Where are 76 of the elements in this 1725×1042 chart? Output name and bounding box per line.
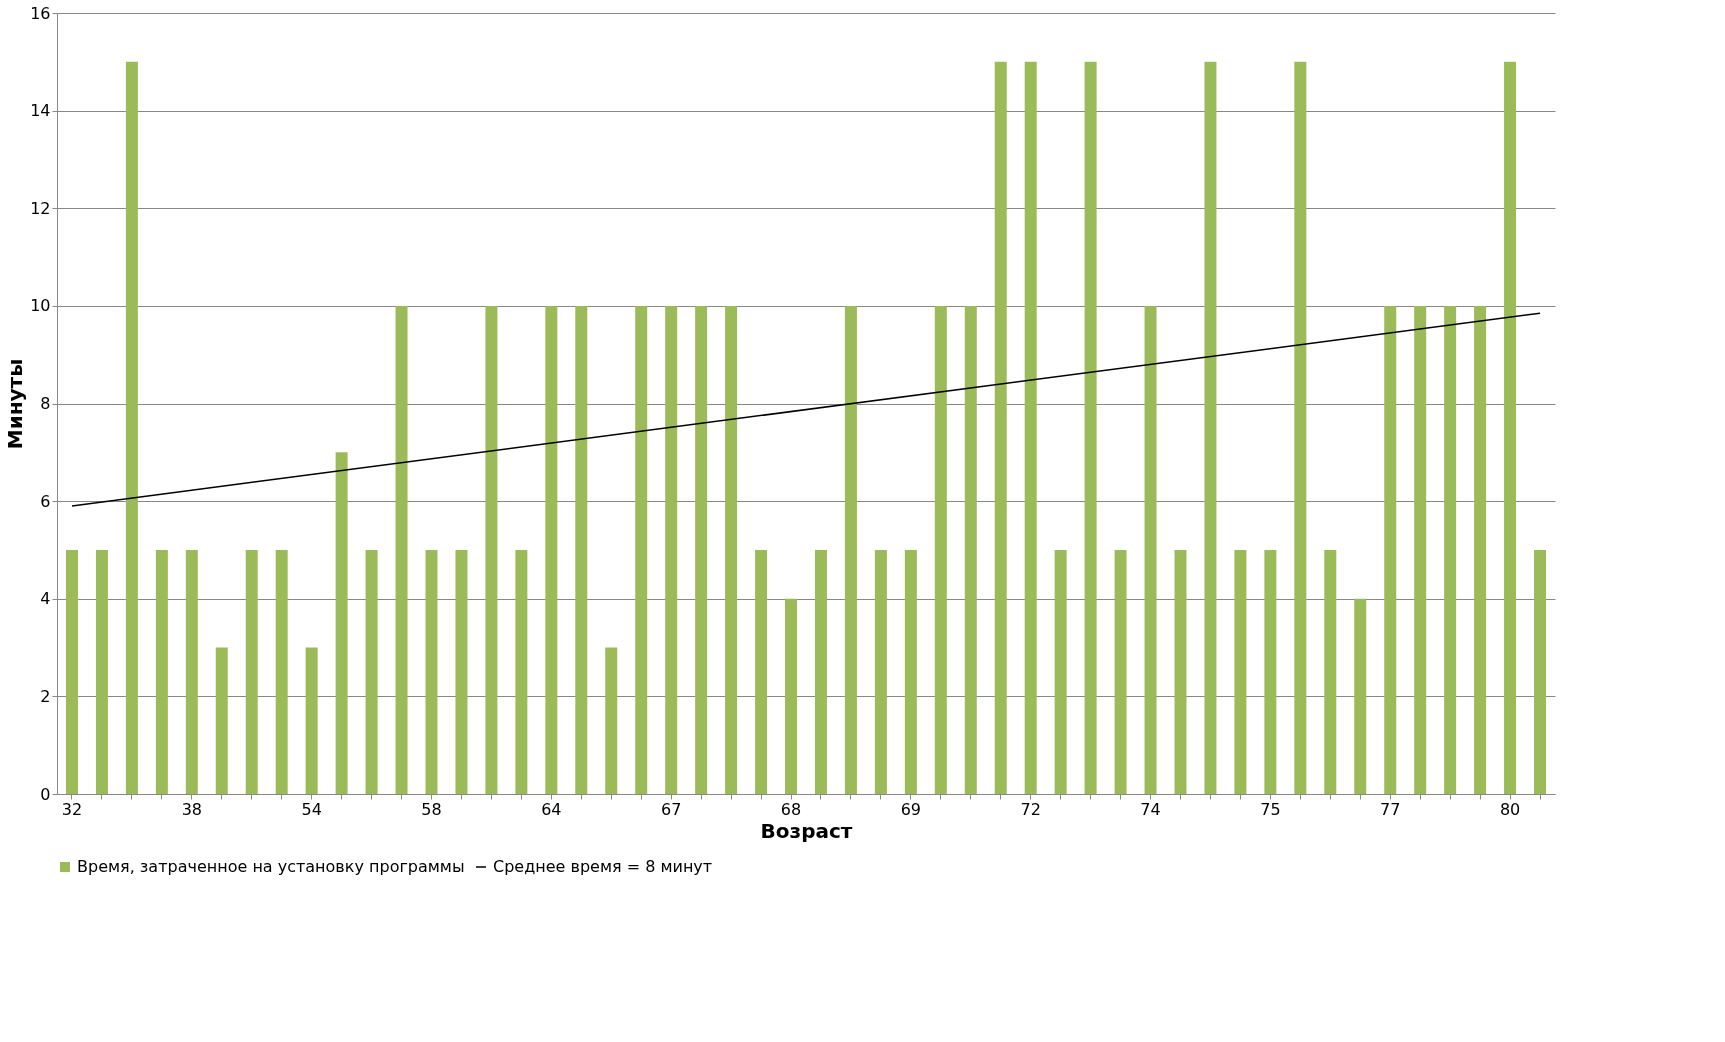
bar xyxy=(1264,549,1277,794)
bar xyxy=(1174,549,1187,794)
bar xyxy=(545,305,558,794)
bar xyxy=(185,549,198,794)
bar xyxy=(725,305,738,794)
bar xyxy=(95,549,108,794)
legend-label: Время, затраченное на установку программы xyxy=(77,857,465,876)
x-tick-label: 68 xyxy=(780,799,802,819)
y-axis-title: Минуты xyxy=(3,358,28,450)
bar xyxy=(695,305,708,794)
x-tick-label: 74 xyxy=(1140,799,1161,819)
bar xyxy=(665,305,678,794)
bar xyxy=(1234,549,1247,794)
bar xyxy=(335,452,348,794)
bar xyxy=(215,647,228,794)
bar xyxy=(275,549,288,794)
x-tick-label: 75 xyxy=(1260,799,1281,819)
bar xyxy=(305,647,318,794)
legend-label: Среднее время = 8 минут xyxy=(493,857,713,876)
bar xyxy=(785,598,798,794)
bar xyxy=(904,549,917,794)
bar xyxy=(65,549,78,794)
y-tick-label: 16 xyxy=(30,3,51,23)
y-tick-label: 4 xyxy=(40,589,51,609)
bar xyxy=(1444,305,1457,794)
bar xyxy=(1054,549,1067,794)
bar xyxy=(155,549,168,794)
y-tick-label: 12 xyxy=(30,198,51,218)
y-tick-label: 14 xyxy=(30,101,51,121)
bar xyxy=(485,305,498,794)
bar xyxy=(1144,305,1157,794)
bar xyxy=(605,647,618,794)
bar xyxy=(1084,61,1097,794)
bar xyxy=(1294,61,1307,794)
bar xyxy=(1204,61,1217,794)
bar xyxy=(1024,61,1037,794)
x-tick-label: 69 xyxy=(900,799,922,819)
bar xyxy=(515,549,528,794)
x-axis-title: Возраст xyxy=(760,818,853,843)
x-tick-label: 64 xyxy=(541,799,562,819)
bar xyxy=(1534,549,1547,794)
bar xyxy=(395,305,408,794)
y-tick-label: 6 xyxy=(40,491,51,511)
bar xyxy=(125,61,138,794)
y-tick-label: 0 xyxy=(40,784,51,804)
y-tick-label: 10 xyxy=(30,296,51,316)
bar xyxy=(1114,549,1127,794)
x-tick-label: 32 xyxy=(61,799,83,819)
x-tick-label: 80 xyxy=(1499,799,1521,819)
bar xyxy=(844,305,857,794)
x-tick-label: 72 xyxy=(1020,799,1041,819)
bar xyxy=(1354,598,1367,794)
y-tick-label: 2 xyxy=(40,686,51,706)
bar xyxy=(1504,61,1517,794)
bar xyxy=(964,305,977,794)
bar xyxy=(1384,305,1397,794)
y-tick-label: 8 xyxy=(40,394,51,413)
bar xyxy=(425,549,438,794)
x-tick-label: 77 xyxy=(1380,799,1401,819)
bar xyxy=(874,549,887,794)
bar xyxy=(455,549,468,794)
x-tick-label: 54 xyxy=(301,799,322,819)
x-tick-label: 67 xyxy=(661,799,682,819)
bar xyxy=(1414,305,1427,794)
x-tick-label: 58 xyxy=(421,799,442,819)
x-tick-label: 38 xyxy=(181,799,202,819)
bar xyxy=(934,305,947,794)
bar xyxy=(245,549,258,794)
bar xyxy=(814,549,827,794)
bar xyxy=(635,305,648,794)
bar xyxy=(755,549,768,794)
bar xyxy=(1324,549,1337,794)
bar xyxy=(575,305,588,794)
bar xyxy=(365,549,378,794)
bar xyxy=(994,61,1007,794)
bar xyxy=(1474,305,1487,794)
